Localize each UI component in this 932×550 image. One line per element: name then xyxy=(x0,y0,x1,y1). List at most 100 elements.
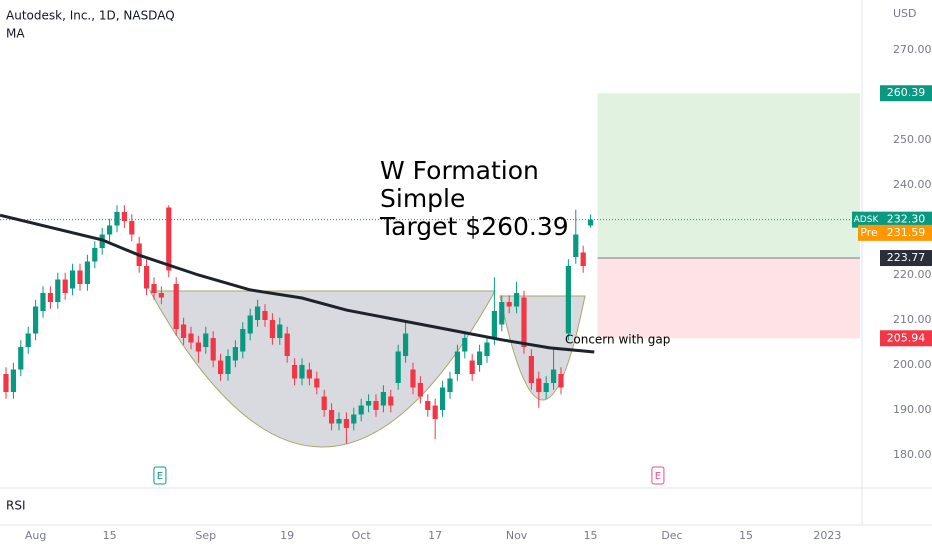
candle-body xyxy=(173,284,179,330)
candle-body xyxy=(77,270,83,285)
x-tick-label: 15 xyxy=(584,529,598,542)
candle-body xyxy=(395,351,401,384)
price-tag-label: 232.30 xyxy=(887,213,926,226)
candle-body xyxy=(506,302,512,307)
price-tag-label: 223.77 xyxy=(887,251,926,264)
premarket-value: 231.59 xyxy=(887,226,926,239)
target-zone xyxy=(597,93,860,259)
y-tick-label: 210.00 xyxy=(893,313,932,326)
candle-body xyxy=(291,365,298,379)
candle-body xyxy=(351,414,357,424)
y-tick-label: 200.00 xyxy=(893,358,932,371)
premarket-tag xyxy=(880,224,932,241)
earnings-label: E xyxy=(157,471,163,482)
candle-body xyxy=(92,248,98,262)
candle-body xyxy=(143,266,150,289)
price-tag-label: 205.94 xyxy=(887,331,926,344)
candle-body xyxy=(336,419,342,424)
x-tick-label: 19 xyxy=(280,529,294,542)
candle-body xyxy=(447,378,453,393)
annotation: W Formation xyxy=(380,156,539,185)
x-tick-label: 15 xyxy=(103,529,117,542)
x-tick-label: 15 xyxy=(739,529,753,542)
candle-body xyxy=(543,383,549,393)
candle-body xyxy=(69,270,76,289)
candle-body xyxy=(388,396,394,406)
candle-body xyxy=(321,396,327,411)
y-tick-label: 180.00 xyxy=(893,448,932,461)
candle-body xyxy=(247,315,253,334)
candle-body xyxy=(32,306,39,334)
price-tag xyxy=(880,250,932,267)
candle-body xyxy=(521,297,527,348)
candle-body xyxy=(462,338,468,352)
candle-body xyxy=(84,261,90,285)
y-tick-label: 190.00 xyxy=(893,403,932,416)
earnings-marker xyxy=(651,466,665,485)
price-tag-label: 260.39 xyxy=(887,86,926,99)
candle-body xyxy=(121,212,127,222)
annotation: Simple xyxy=(380,184,465,213)
candle-body xyxy=(3,374,9,393)
candle-body xyxy=(558,374,564,388)
candle-body xyxy=(565,266,571,334)
candle-body xyxy=(203,333,209,348)
indicator-label[interactable]: MA xyxy=(6,27,25,41)
candle-body xyxy=(550,369,557,384)
candle-body xyxy=(365,401,372,406)
earnings-marker xyxy=(153,466,167,485)
x-tick-label: Sep xyxy=(195,529,216,542)
candle-body xyxy=(232,347,238,361)
candle-body xyxy=(284,333,290,357)
axis-layer: 180.00190.00200.00210.00220.00230.00240.… xyxy=(25,43,932,542)
x-tick-label: Nov xyxy=(506,529,528,542)
candle-body xyxy=(299,365,305,379)
candle-body xyxy=(225,356,231,375)
price-tag xyxy=(880,330,932,347)
y-tick-label: 220.00 xyxy=(893,268,932,281)
annotation: Concern with gap xyxy=(565,333,670,347)
y-tick-label: 250.00 xyxy=(893,133,932,146)
candle-body xyxy=(195,342,201,352)
x-tick-label: Dec xyxy=(661,529,682,542)
candle-body xyxy=(10,369,16,393)
candle-body xyxy=(166,207,172,271)
candle-body xyxy=(580,252,586,267)
candle-body xyxy=(47,293,53,303)
candle-body xyxy=(380,392,386,406)
candle-body xyxy=(18,347,24,370)
cup-drawing xyxy=(149,290,496,448)
x-tick-label: 17 xyxy=(428,529,442,542)
candle-body xyxy=(513,293,520,307)
lower-pane-label[interactable]: RSI xyxy=(6,499,26,513)
candle-body xyxy=(40,293,46,312)
candle-body xyxy=(454,351,460,375)
candle-body xyxy=(343,419,349,429)
candle-body xyxy=(306,369,312,379)
candle-body xyxy=(573,234,579,258)
candle-body xyxy=(536,378,542,393)
candle-body xyxy=(484,342,490,357)
symbol-tag-label: ADSK xyxy=(854,215,880,225)
earnings-label: E xyxy=(655,471,661,482)
candle-body xyxy=(217,360,224,375)
price-tag xyxy=(880,85,932,102)
candle-body xyxy=(151,284,157,294)
x-tick-label: 2023 xyxy=(813,529,841,542)
zone-layer xyxy=(0,93,862,339)
candle-body xyxy=(476,351,483,366)
candle-body xyxy=(528,356,534,384)
candle-body xyxy=(262,311,268,321)
candle-body xyxy=(587,219,594,226)
x-tick-label: Oct xyxy=(352,529,372,542)
candle-body xyxy=(402,333,409,357)
candle-body xyxy=(491,311,497,339)
stop-zone xyxy=(597,258,860,339)
candle-body xyxy=(210,338,216,361)
y-tick-label: 240.00 xyxy=(893,178,932,191)
candle-body xyxy=(469,360,475,375)
moving-average-line xyxy=(0,213,595,354)
candle-body xyxy=(314,378,320,388)
symbol-tag xyxy=(852,211,880,228)
